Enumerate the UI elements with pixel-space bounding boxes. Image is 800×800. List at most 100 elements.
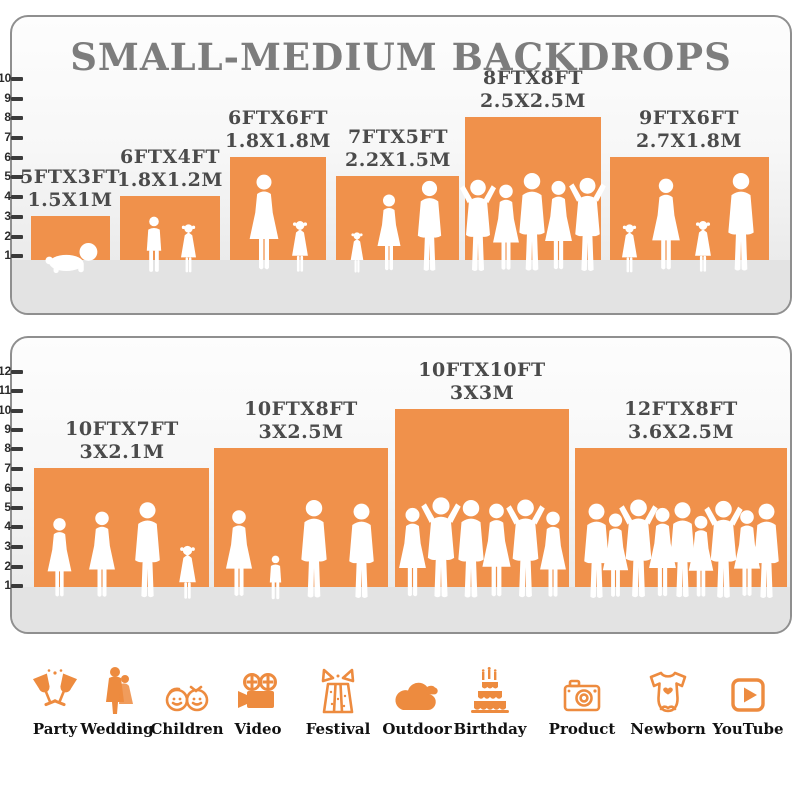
ruler-tick	[11, 428, 23, 432]
ruler-tick	[11, 254, 23, 258]
children-icon	[149, 664, 225, 716]
ruler-number: 11	[0, 383, 11, 397]
ruler-tick	[11, 97, 23, 101]
people-silhouette	[31, 240, 110, 274]
bar-size-label: 10FTX8FT 3X2.5M	[244, 398, 358, 443]
ruler-tick	[11, 77, 23, 81]
ruler-number: 12	[0, 364, 12, 378]
ruler-tick	[11, 525, 23, 529]
ruler-tick	[11, 565, 23, 569]
panel-small-medium-1: SMALL-MEDIUM BACKDROPS 5FTX3FT 1.5X1M 6FT…	[10, 15, 792, 315]
people-silhouette	[230, 174, 326, 274]
ruler-tick	[11, 175, 23, 179]
category-label: Newborn	[630, 720, 706, 738]
category-party: Party	[17, 664, 93, 738]
bar-size-label: 9FTX6FT 2.7X1.8M	[636, 107, 742, 152]
people-silhouette	[610, 172, 769, 274]
ruler-number: 2	[4, 229, 11, 243]
ruler-number: 9	[4, 91, 11, 105]
product-icon	[544, 664, 620, 716]
ruler-tick	[11, 156, 23, 160]
backdrop-bar-5x3	[31, 216, 110, 260]
ruler-tick	[11, 584, 23, 588]
ruler-tick	[11, 506, 23, 510]
category-label: Birthday	[453, 720, 527, 738]
ruler-number: 4	[4, 519, 11, 533]
bar-size-label: 6FTX6FT 1.8X1.8M	[225, 107, 331, 152]
people-silhouette	[120, 216, 220, 274]
bar-size-label: 7FTX5FT 2.2X1.5M	[345, 126, 451, 171]
ruler-number: 8	[4, 441, 11, 455]
people-silhouette	[575, 497, 787, 601]
category-label: Party	[32, 720, 78, 738]
ruler-number: 10	[0, 71, 12, 85]
youtube-icon	[710, 664, 786, 716]
bar-size-label: 12FTX8FT 3.6X2.5M	[624, 398, 738, 443]
category-children: Children	[149, 664, 225, 738]
category-newborn: Newborn	[630, 664, 706, 738]
people-silhouette	[336, 180, 459, 274]
festival-icon	[300, 664, 376, 716]
category-youtube: YouTube	[710, 664, 786, 738]
ruler-number: 3	[4, 539, 11, 553]
ruler-tick	[11, 116, 23, 120]
ruler-number: 7	[4, 461, 11, 475]
bar-size-label: 8FTX8FT 2.5X2.5M	[480, 67, 586, 112]
backdrop-bar-6x4	[120, 196, 220, 260]
ruler-tick	[11, 487, 23, 491]
ruler-number: 6	[4, 481, 11, 495]
ruler-number: 5	[4, 500, 11, 514]
category-label: Outdoor	[382, 720, 452, 738]
category-wedding: Wedding	[79, 664, 155, 738]
ruler-number: 9	[4, 422, 11, 436]
category-outdoor: Outdoor	[379, 664, 455, 738]
birthday-icon	[452, 664, 528, 716]
category-label: YouTube	[712, 720, 784, 738]
category-label: Festival	[305, 720, 371, 738]
ruler-number: 4	[4, 189, 11, 203]
category-label: Product	[548, 720, 616, 738]
ruler-tick	[11, 370, 23, 374]
category-product: Product	[544, 664, 620, 738]
bar-size-label: 6FTX4FT 1.8X1.2M	[117, 146, 223, 191]
ruler-tick	[11, 136, 23, 140]
people-silhouette	[34, 501, 209, 601]
ruler-number: 1	[4, 578, 11, 592]
video-icon	[220, 664, 296, 716]
category-video: Video	[220, 664, 296, 738]
bar-size-label: 10FTX7FT 3X2.1M	[65, 418, 179, 463]
newborn-icon	[630, 664, 706, 716]
category-birthday: Birthday	[452, 664, 528, 738]
bar-size-label: 5FTX3FT 1.5X1M	[20, 166, 120, 211]
category-label: Wedding	[80, 720, 154, 738]
people-silhouette	[214, 499, 388, 601]
category-festival: Festival	[300, 664, 376, 738]
ruler-tick	[11, 235, 23, 239]
ruler-number: 8	[4, 110, 11, 124]
ruler-tick	[11, 447, 23, 451]
page-title: SMALL-MEDIUM BACKDROPS	[70, 35, 732, 79]
ruler-number: 7	[4, 130, 11, 144]
ruler-tick	[11, 409, 23, 413]
bar-size-label: 10FTX10FT 3X3M	[418, 359, 546, 404]
ruler-tick	[11, 545, 23, 549]
category-label: Children	[150, 720, 224, 738]
ruler-tick	[11, 195, 23, 199]
ruler-number: 2	[4, 559, 11, 573]
party-icon	[17, 664, 93, 716]
people-silhouette	[395, 495, 569, 601]
ruler-tick	[11, 215, 23, 219]
people-silhouette	[465, 172, 601, 274]
category-label: Video	[234, 720, 282, 738]
ruler-number: 5	[4, 169, 11, 183]
outdoor-icon	[379, 664, 455, 716]
panel-small-medium-2: 10FTX7FT 3X2.1M 10FTX8FT 3X2.5M 10FTX10FT 3…	[10, 336, 792, 634]
ruler-number: 6	[4, 150, 11, 164]
ruler-number: 1	[4, 248, 11, 262]
wedding-icon	[79, 664, 155, 716]
ruler-number: 10	[0, 403, 12, 417]
backdrop-bar-6x6	[230, 157, 326, 260]
ruler-tick	[11, 467, 23, 471]
ground-strip	[12, 260, 790, 313]
ruler-tick	[11, 389, 23, 393]
